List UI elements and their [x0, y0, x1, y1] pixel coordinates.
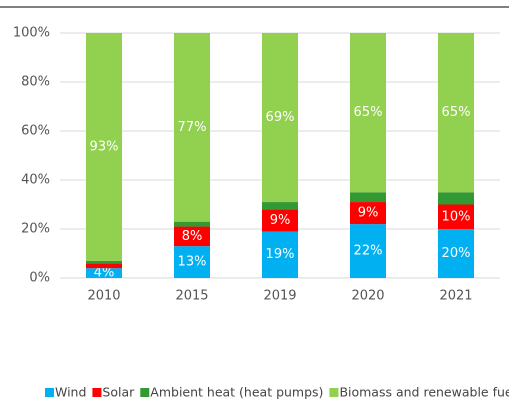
data-label: 65% [354, 105, 383, 120]
legend-swatch [92, 388, 102, 397]
y-tick-label: 100% [13, 26, 50, 41]
bar-segment [174, 221, 210, 227]
bar-segment [350, 224, 386, 278]
y-tick-label: 0% [29, 271, 50, 286]
bar-segment [262, 33, 298, 203]
bar-segment [174, 226, 210, 247]
bar-segment [438, 229, 474, 278]
data-label: 10% [442, 209, 471, 224]
bar-segment [86, 268, 122, 278]
bar-segment [86, 260, 122, 264]
data-label: 8% [182, 229, 203, 244]
y-tick-label: 20% [21, 222, 50, 237]
y-tick-label: 80% [21, 75, 50, 90]
y-tick-label: 40% [21, 173, 50, 188]
data-label: 9% [358, 206, 379, 221]
data-label: 20% [442, 246, 471, 261]
legend-swatch [329, 388, 339, 397]
data-label: 13% [178, 255, 207, 270]
data-label: 9% [270, 213, 291, 228]
data-label: 22% [354, 244, 383, 259]
data-label: 4% [94, 266, 115, 281]
x-tick-label: 2010 [87, 289, 120, 304]
data-label: 77% [178, 120, 207, 135]
bar-segment [350, 202, 386, 225]
data-label: 93% [90, 139, 119, 154]
data-label: 69% [266, 110, 295, 125]
bar-segment [438, 192, 474, 205]
bar-segment [262, 202, 298, 210]
bar-segment [86, 33, 122, 261]
x-tick-label: 2020 [351, 289, 384, 304]
bar-segment [438, 204, 474, 229]
bar-segment [174, 246, 210, 278]
legend-swatch [140, 388, 150, 397]
x-tick-label: 2015 [175, 289, 208, 304]
bar-segment [262, 209, 298, 232]
bar-segment [438, 33, 474, 193]
y-tick-label: 60% [21, 124, 50, 139]
x-tick-label: 2019 [263, 289, 296, 304]
bar-segment [350, 192, 386, 203]
bar-segment [86, 263, 122, 269]
bar-segment [262, 231, 298, 278]
bar-segment [174, 33, 210, 222]
legend-label: Biomass and renewable fuels [339, 385, 509, 400]
legend-label: Ambient heat (heat pumps) [150, 385, 323, 400]
legend-swatch [45, 388, 54, 397]
bar-segment [350, 33, 386, 193]
legend-label: Solar [102, 385, 135, 400]
data-label: 19% [266, 247, 295, 262]
x-tick-label: 2021 [439, 289, 472, 304]
legend-label: Wind [55, 385, 86, 400]
data-label: 65% [442, 105, 471, 120]
